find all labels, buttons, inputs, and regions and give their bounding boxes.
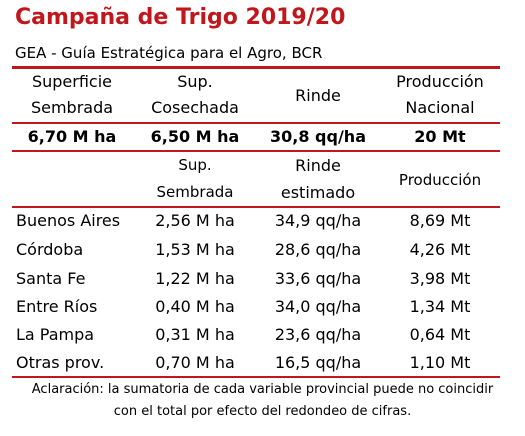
province-rinde: 16,5 qq/ha [274,353,362,372]
province-produccion: 0,64 Mt [409,325,471,344]
province-name: Córdoba [16,240,84,259]
footnote-line1: Aclaración: la sumatoria de cada variabl… [31,382,494,397]
national-cosechada-value: 6,50 M ha [150,127,240,146]
header-produccion-line1: Producción [396,72,484,91]
prov-header-rinde-line1: Rinde [295,156,341,175]
prov-header-rinde-line2: estimado [280,183,356,202]
prov-header-sembrada-line1: Sup. [178,156,212,174]
header-superficie-line2: Sembrada [30,98,114,117]
prov-header-sembrada-line2: Sembrada [156,183,234,201]
header-cosechada-line1: Sup. [177,72,213,91]
header-superficie-line1: Superficie [31,72,113,91]
rule-national [12,150,500,152]
province-rinde: 28,6 qq/ha [274,240,362,259]
header-cosechada-line2: Cosechada [151,98,239,117]
province-produccion: 8,69 Mt [409,211,471,230]
rule-bottom [12,376,500,378]
province-name: Entre Ríos [16,297,98,316]
province-rinde: 34,9 qq/ha [274,211,362,230]
province-sembrada: 2,56 M ha [155,211,235,230]
province-rinde: 33,6 qq/ha [274,269,362,288]
province-sembrada: 1,22 M ha [155,269,235,288]
rule-top [12,66,500,69]
national-produccion-value: 20 Mt [414,127,466,146]
footnote-line2: con el total por efecto del redondeo de … [113,404,412,419]
province-rinde: 34,0 qq/ha [274,297,362,316]
province-sembrada: 0,70 M ha [155,353,235,372]
province-produccion: 4,26 Mt [409,240,471,259]
province-name: La Pampa [16,325,95,344]
province-sembrada: 0,31 M ha [155,325,235,344]
page-subtitle: GEA - Guía Estratégica para el Agro, BCR [15,44,323,62]
province-produccion: 3,98 Mt [409,269,471,288]
province-name: Santa Fe [16,269,86,288]
province-produccion: 1,10 Mt [409,353,471,372]
province-rinde: 23,6 qq/ha [274,325,362,344]
province-name: Buenos Aires [16,211,121,230]
province-produccion: 1,34 Mt [409,297,471,316]
page-title: Campaña de Trigo 2019/20 [15,5,346,30]
rule-provincial-header [12,206,500,208]
national-rinde-value: 30,8 qq/ha [270,127,366,146]
province-sembrada: 0,40 M ha [155,297,235,316]
rule-header [12,122,500,124]
province-sembrada: 1,53 M ha [155,240,235,259]
header-produccion-line2: Nacional [405,98,475,117]
header-rinde: Rinde [295,86,341,105]
prov-header-produccion: Producción [398,171,482,189]
national-superficie-value: 6,70 M ha [27,127,117,146]
province-name: Otras prov. [16,353,105,372]
